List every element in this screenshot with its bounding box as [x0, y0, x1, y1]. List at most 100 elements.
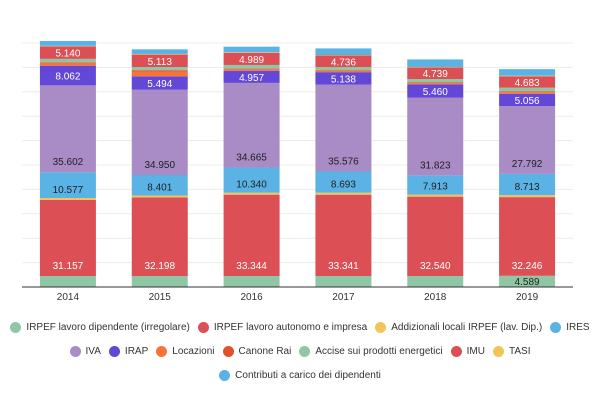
- data-label: 4.589: [515, 277, 540, 288]
- bar-segment: [499, 76, 556, 88]
- bar-segment: [223, 82, 280, 168]
- bar-segment: [315, 171, 372, 193]
- bar-segment: [315, 70, 372, 73]
- bar-segment: [315, 276, 372, 287]
- bar-segment: [223, 192, 280, 195]
- legend-item[interactable]: IMU: [450, 345, 485, 357]
- bar-segment: [407, 276, 464, 287]
- bar-segment: [407, 97, 464, 176]
- bar-segment: [39, 198, 96, 200]
- bar-segment: [39, 65, 96, 86]
- bar-segment: [131, 175, 188, 196]
- bar-segment: [223, 64, 280, 69]
- legend-swatch-icon: [375, 321, 387, 333]
- bar-segment: [407, 84, 464, 98]
- bar-segment: [39, 85, 96, 173]
- bar-segment: [407, 79, 464, 83]
- bar-segment: [223, 167, 280, 193]
- data-label: 8.062: [55, 72, 80, 83]
- bar-segment: [499, 173, 556, 196]
- bar-segment: [499, 275, 556, 287]
- x-tick-label: 2014: [57, 292, 80, 303]
- legend-swatch-icon: [299, 345, 311, 357]
- bar-segment: [39, 58, 96, 63]
- data-label: 35.602: [53, 157, 84, 168]
- bar-segment: [499, 92, 556, 94]
- bar-segment: [499, 93, 556, 107]
- bar-segment: [223, 69, 280, 71]
- bar-segment: [131, 195, 188, 198]
- bar-segment: [407, 82, 464, 84]
- x-tick-label: 2018: [424, 292, 447, 303]
- bar-segment: [499, 87, 556, 92]
- data-label: 8.713: [515, 182, 540, 193]
- bar-segment: [315, 72, 372, 85]
- legend-item[interactable]: IRPEF lavoro dipendente (irregolare): [10, 321, 190, 333]
- data-label: 4.989: [239, 55, 264, 66]
- x-tick-label: 2019: [516, 292, 539, 303]
- legend-label: IRAP: [124, 345, 149, 357]
- data-label: 5.494: [147, 79, 172, 90]
- data-label: 32.198: [144, 261, 175, 272]
- data-label: 31.157: [53, 261, 84, 272]
- data-label: 5.460: [423, 87, 448, 98]
- bar-segment: [131, 276, 188, 287]
- legend-item[interactable]: Canone Rai: [222, 345, 292, 357]
- legend-label: Addizionali locali IRPEF (lav. Dip.): [391, 321, 543, 333]
- bar-segment: [407, 67, 464, 80]
- bar-segment: [131, 70, 188, 72]
- legend-item[interactable]: Locazioni: [156, 345, 215, 357]
- legend-label: Canone Rai: [238, 345, 292, 357]
- data-label: 32.246: [512, 261, 543, 272]
- data-label: 5.056: [515, 96, 540, 107]
- legend-item[interactable]: Addizionali locali IRPEF (lav. Dip.): [375, 321, 543, 333]
- legend: IRPEF lavoro dipendente (irregolare) IRPE…: [0, 315, 600, 387]
- legend-swatch-icon: [156, 345, 168, 357]
- bar-segment: [407, 175, 464, 195]
- bar-segment: [131, 89, 188, 176]
- data-label: 34.950: [144, 160, 175, 171]
- bar-segment: [223, 70, 280, 83]
- bar-segment: [223, 52, 280, 53]
- data-label: 5.138: [331, 74, 356, 85]
- legend-item[interactable]: IRPEF lavoro autonomo e impresa: [197, 321, 367, 333]
- bar-segment: [131, 67, 188, 71]
- bar-segment: [131, 54, 188, 68]
- data-label: 8.401: [147, 183, 172, 194]
- bar-segment: [499, 106, 556, 174]
- bar-segment: [499, 91, 556, 93]
- data-label: 33.344: [236, 261, 267, 272]
- data-label: 34.665: [236, 152, 267, 163]
- bar-segment: [407, 196, 464, 277]
- legend-item[interactable]: Accise sui prodotti energetici: [299, 345, 443, 357]
- data-label: 5.140: [55, 49, 80, 60]
- legend-swatch-icon: [222, 345, 234, 357]
- legend-item[interactable]: IVA: [69, 345, 101, 357]
- data-label: 7.913: [423, 182, 448, 193]
- data-label: 27.792: [512, 159, 543, 170]
- bar-segment: [39, 62, 96, 63]
- bar-segment: [131, 53, 188, 55]
- bar-segment: [407, 66, 464, 68]
- data-label: 4.739: [423, 69, 448, 80]
- data-label: 31.823: [420, 160, 451, 171]
- legend-item[interactable]: Contributi a carico dei dipendenti: [219, 369, 381, 381]
- x-tick-label: 2016: [240, 292, 263, 303]
- data-label: 4.683: [515, 78, 540, 89]
- legend-item[interactable]: IRAP: [108, 345, 149, 357]
- legend-label: IVA: [85, 345, 101, 357]
- bar-segment: [315, 194, 372, 277]
- legend-item[interactable]: TASI: [492, 345, 530, 357]
- bar-segment: [499, 197, 556, 276]
- legend-label: IRPEF lavoro dipendente (irregolare): [26, 321, 190, 333]
- bar-segment: [407, 194, 464, 197]
- legend-swatch-icon: [10, 321, 22, 333]
- legend-label: Contributi a carico dei dipendenti: [235, 369, 381, 381]
- bar-segment: [315, 192, 372, 195]
- data-label: 35.576: [328, 157, 359, 168]
- x-tick-label: 2015: [149, 292, 172, 303]
- bar-segment: [315, 54, 372, 56]
- data-label: 32.540: [420, 261, 451, 272]
- legend-item[interactable]: IRES: [550, 321, 590, 333]
- data-label: 8.693: [331, 180, 356, 191]
